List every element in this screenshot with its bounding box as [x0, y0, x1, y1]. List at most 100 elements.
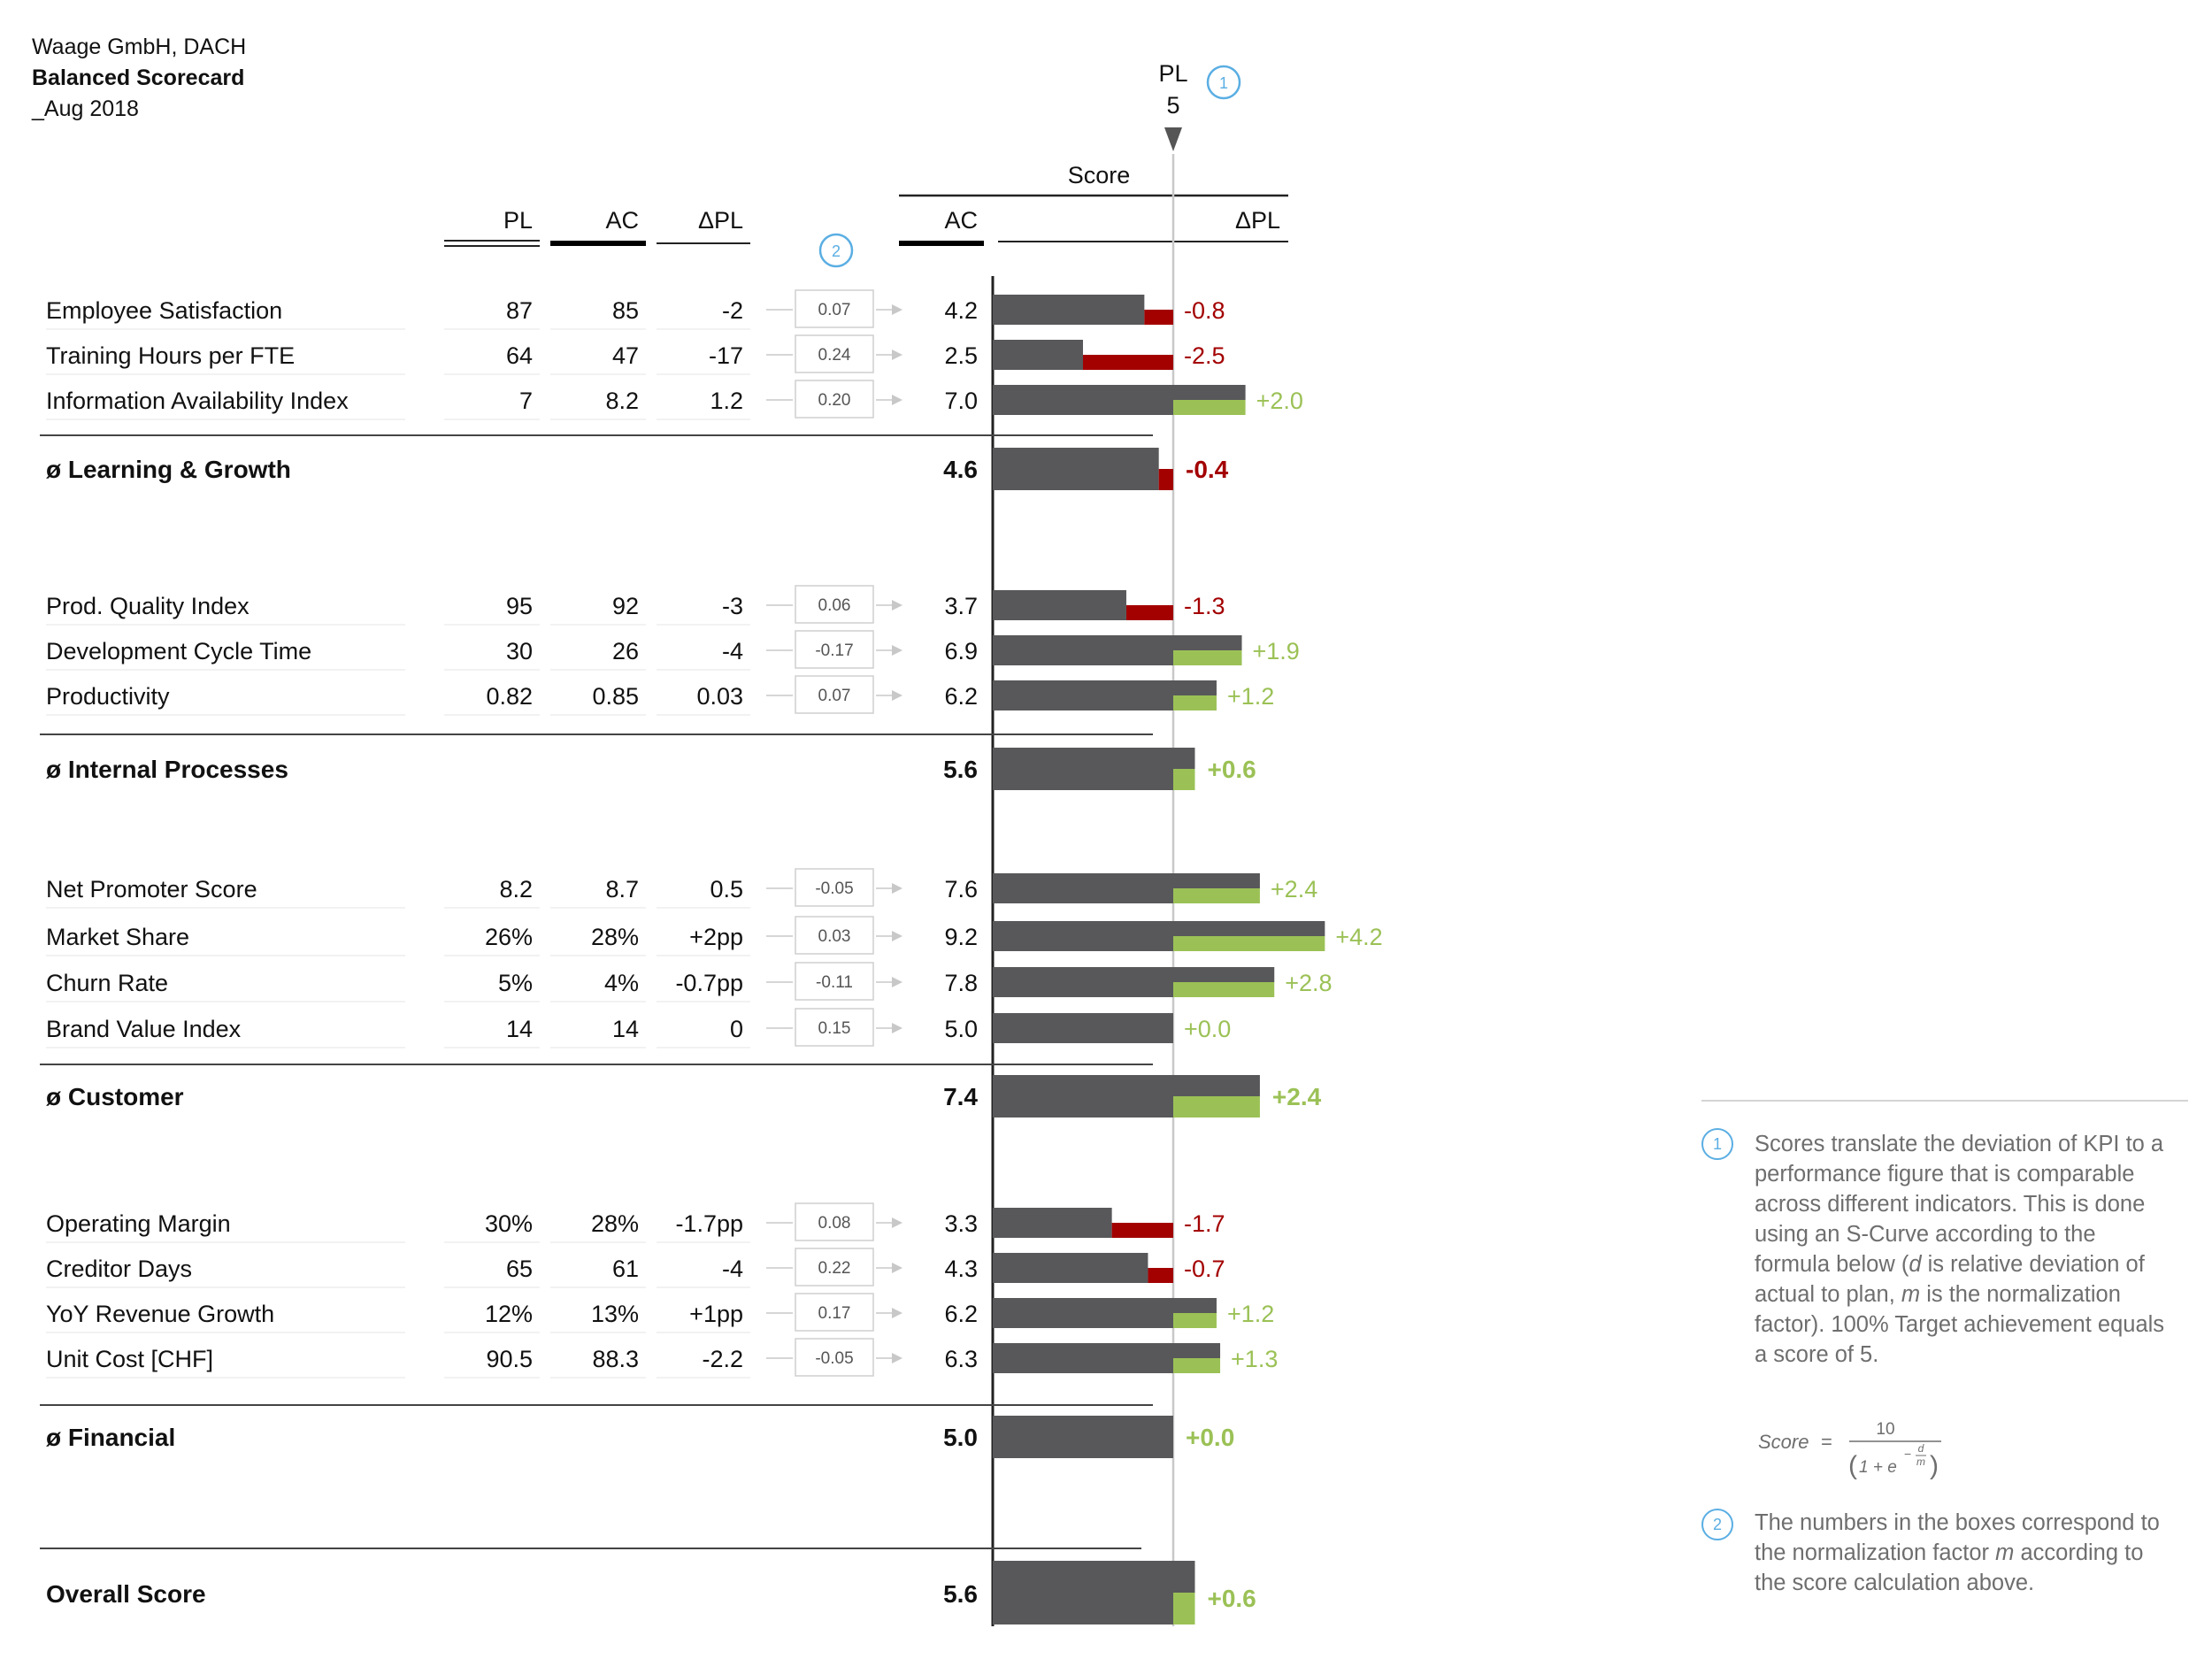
kpi-2-0-ac: 8.7 [605, 876, 639, 902]
note-2-badge: 2 [1701, 1509, 1733, 1540]
kpi-1-1-m-arrow-head [892, 645, 902, 656]
kpi-3-2-m-arrow-head [892, 1308, 902, 1318]
overall-label: Overall Score [46, 1580, 206, 1608]
kpi-1-1-label: Development Cycle Time [46, 638, 311, 664]
kpi-2-2-label: Churn Rate [46, 970, 168, 996]
kpi-2-2-delta-label: +2.8 [1285, 970, 1332, 996]
kpi-3-0-delta-label: -1.7 [1184, 1210, 1225, 1237]
kpi-1-1-m-value: -0.17 [815, 641, 853, 660]
kpi-2-2-m-box [795, 962, 874, 1001]
kpi-1-2-m-value: 0.07 [818, 687, 851, 705]
formula-paren-left: ( [1848, 1451, 1857, 1480]
group-3-ac-bar [993, 1416, 1173, 1458]
kpi-0-1-m-arrow-head [892, 349, 902, 360]
overall-ac-extension [1173, 1561, 1195, 1593]
kpi-0-2-score: 7.0 [944, 388, 978, 414]
dpl-header: ΔPL [698, 207, 743, 234]
kpi-1-2-pl: 0.82 [486, 683, 533, 710]
badge-2-label: 2 [832, 242, 841, 260]
kpi-1-2-ac-extension [1173, 680, 1217, 695]
kpi-2-1-label: Market Share [46, 924, 189, 950]
kpi-0-0-dpl: -2 [722, 297, 743, 324]
formula-exp-num: d [1918, 1442, 1924, 1455]
kpi-3-0-ac-bar [993, 1208, 1112, 1238]
kpi-1-0-label: Prod. Quality Index [46, 593, 250, 619]
kpi-2-3-dpl: 0 [730, 1016, 743, 1042]
kpi-2-2-m-arrow-head [892, 977, 902, 987]
kpi-0-2-pl: 7 [519, 388, 533, 414]
kpi-3-2-ac-extension [1173, 1298, 1217, 1313]
group-0-ac-bar [993, 448, 1159, 490]
formula-lhs: Score [1758, 1431, 1809, 1453]
kpi-0-2-ac: 8.2 [605, 388, 639, 414]
kpi-1-2-score: 6.2 [944, 683, 978, 710]
group-0-summary-delta: -0.4 [1186, 456, 1229, 483]
kpi-3-3-pl: 90.5 [486, 1346, 533, 1372]
kpi-2-0-pl: 8.2 [499, 876, 533, 902]
group-2-summary-delta: +2.4 [1272, 1083, 1322, 1110]
kpi-0-1-delta-label: -2.5 [1184, 342, 1225, 369]
formula-paren-right: ) [1930, 1451, 1939, 1480]
kpi-3-2-m-value: 0.17 [818, 1304, 851, 1323]
kpi-3-1-ac: 61 [612, 1256, 639, 1282]
kpi-2-3-pl: 14 [506, 1016, 533, 1042]
group-3-summary-score: 5.0 [943, 1424, 978, 1451]
kpi-2-0-label: Net Promoter Score [46, 876, 257, 902]
kpi-3-3-dpl: -2.2 [702, 1346, 743, 1372]
kpi-2-1-ac-extension [1173, 921, 1325, 936]
kpi-0-2-m-arrow-head [892, 395, 902, 405]
formula-exp-den: m [1916, 1455, 1925, 1468]
kpi-0-1-ac: 47 [612, 342, 639, 369]
group-1-summary-label: ø Internal Processes [46, 756, 288, 783]
kpi-0-0-delta-bar [1144, 310, 1173, 325]
kpi-3-0-label: Operating Margin [46, 1210, 231, 1237]
kpi-2-3-m-value: 0.15 [818, 1019, 851, 1038]
kpi-0-2-delta-bar [1173, 400, 1246, 415]
kpi-3-3-score: 6.3 [944, 1346, 978, 1372]
kpi-2-0-delta-bar [1173, 888, 1260, 903]
kpi-0-2-label: Information Availability Index [46, 388, 349, 414]
kpi-1-2-delta-label: +1.2 [1227, 683, 1274, 710]
kpi-2-3-label: Brand Value Index [46, 1016, 242, 1042]
company-name: Waage GmbH, DACH [32, 35, 247, 59]
kpi-0-0-delta-label: -0.8 [1184, 297, 1225, 324]
kpi-1-0-delta-bar [1125, 605, 1173, 620]
kpi-3-3-m-arrow-head [892, 1353, 902, 1363]
kpi-3-0-ac: 28% [591, 1210, 639, 1237]
kpi-3-2-delta-bar [1173, 1313, 1217, 1328]
kpi-0-1-m-value: 0.24 [818, 346, 851, 365]
group-1-ac-extension [1173, 748, 1195, 769]
kpi-3-3-m-box [795, 1338, 874, 1377]
kpi-2-2-delta-bar [1173, 982, 1275, 997]
kpi-3-1-pl: 65 [506, 1256, 533, 1282]
kpi-0-2-m-box [795, 380, 874, 419]
formula-numerator: 10 [1876, 1420, 1894, 1439]
note-1-text: Scores translate the deviation of KPI to… [1755, 1129, 2170, 1370]
group-2-ac-extension [1173, 1075, 1260, 1096]
kpi-3-1-score: 4.3 [944, 1256, 978, 1282]
kpi-0-1-dpl: -17 [709, 342, 743, 369]
kpi-0-0-pl: 87 [506, 297, 533, 324]
kpi-2-3-m-box [795, 1008, 874, 1047]
kpi-2-1-ac: 28% [591, 924, 639, 950]
kpi-0-2-delta-label: +2.0 [1256, 388, 1303, 414]
kpi-3-0-m-box [795, 1202, 874, 1241]
kpi-0-1-m-box [795, 334, 874, 373]
kpi-2-1-ac-bar [993, 921, 1173, 951]
formula-exp-sign: − [1904, 1447, 1911, 1461]
kpi-3-1-m-box [795, 1248, 874, 1286]
kpi-3-2-label: YoY Revenue Growth [46, 1301, 274, 1327]
kpi-2-3-ac-bar [993, 1013, 1173, 1043]
kpi-2-2-dpl: -0.7pp [675, 970, 743, 996]
kpi-3-3-delta-label: +1.3 [1231, 1346, 1278, 1372]
kpi-2-3-score: 5.0 [944, 1016, 978, 1042]
kpi-3-0-score: 3.3 [944, 1210, 978, 1237]
kpi-1-1-delta-bar [1173, 650, 1242, 665]
kpi-2-2-score: 7.8 [944, 970, 978, 996]
kpi-2-3-delta-label: +0.0 [1184, 1016, 1231, 1042]
kpi-3-2-ac-bar [993, 1298, 1173, 1328]
kpi-1-0-dpl: -3 [722, 593, 743, 619]
kpi-3-2-delta-label: +1.2 [1227, 1301, 1274, 1327]
kpi-2-1-score: 9.2 [944, 924, 978, 950]
